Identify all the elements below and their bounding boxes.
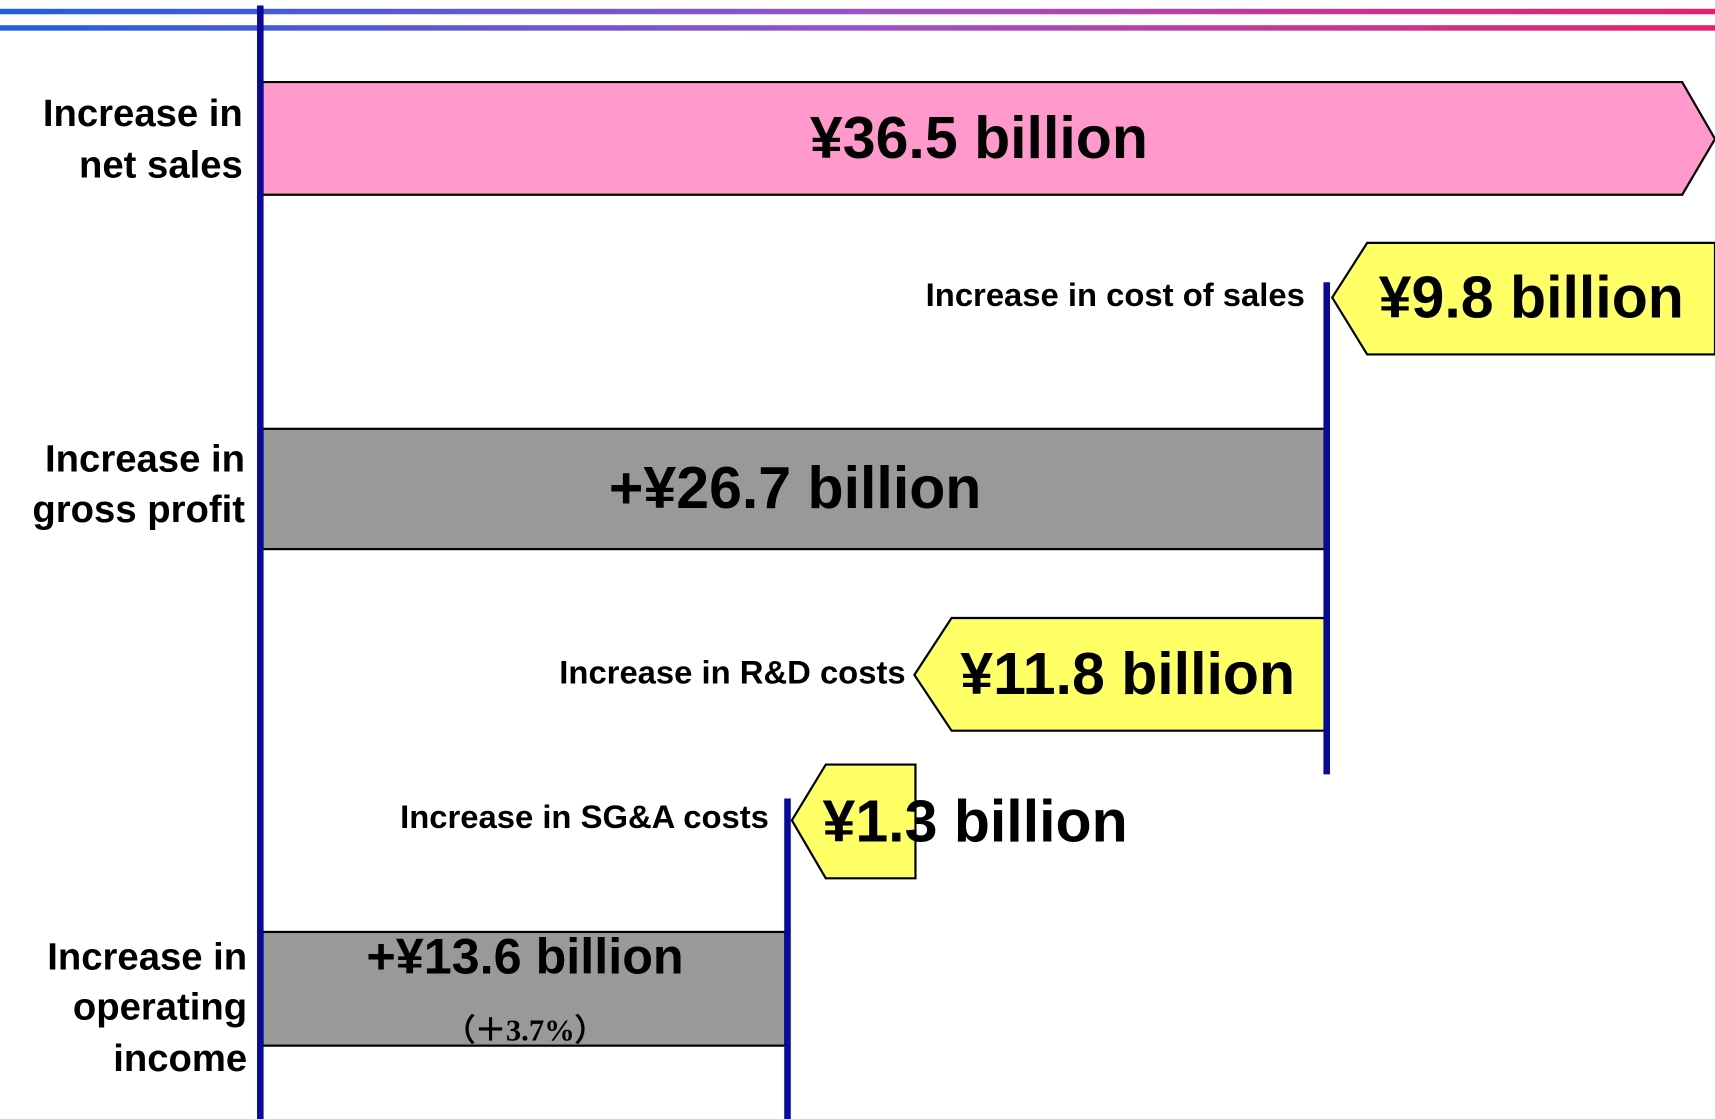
sga-costs-arrow (790, 763, 917, 880)
row-label: gross profit (32, 488, 245, 531)
value-label: +¥13.6 billion (366, 928, 683, 985)
value-label: ¥1.3 billion (823, 788, 1128, 854)
row-label: Increase in cost of sales (926, 276, 1305, 313)
percent-note: （＋3.7%） (445, 1014, 606, 1048)
operating-income-bar (261, 930, 787, 1047)
row-label: income (113, 1037, 247, 1080)
header-line (0, 25, 1715, 31)
gross-profit-bar (261, 427, 1326, 551)
row-label: Increase in (43, 92, 243, 135)
row-label: Increase in R&D costs (559, 654, 905, 691)
cost-of-sales-arrow (1330, 241, 1715, 356)
row-label: Increase in (45, 438, 245, 481)
value-label: ¥9.8 billion (1379, 265, 1684, 331)
header-line (0, 8, 1715, 15)
value-label: +¥26.7 billion (609, 455, 981, 521)
value-label: ¥11.8 billion (960, 641, 1295, 707)
row-label: Increase in (47, 935, 247, 978)
row-label: operating (73, 986, 247, 1029)
value-label: ¥36.5 billion (810, 105, 1148, 171)
row-label: Increase in SG&A costs (400, 798, 769, 835)
row-label: net sales (79, 144, 243, 187)
